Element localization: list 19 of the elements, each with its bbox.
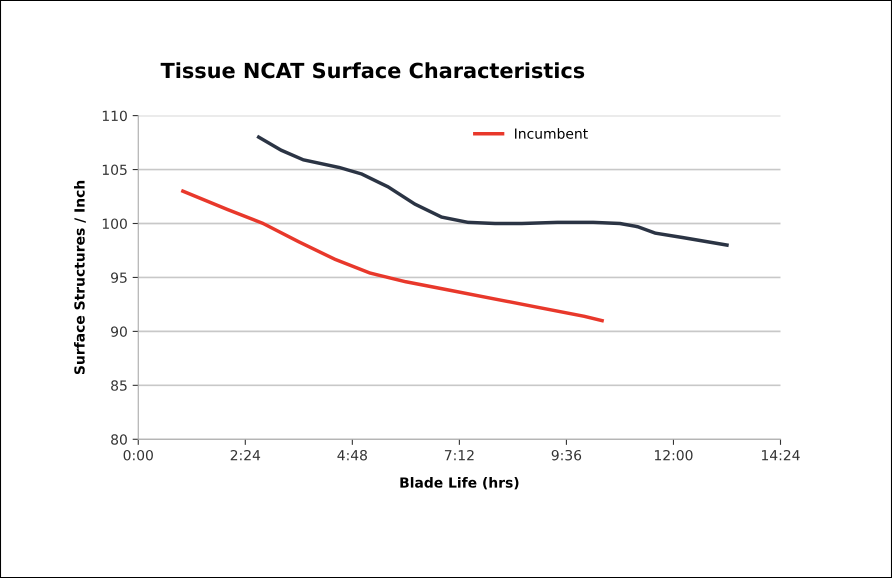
y-tick-label: 95 xyxy=(111,272,127,283)
chart-title: Tissue NCAT Surface Characteristics xyxy=(160,62,584,78)
y-tick-label: 80 xyxy=(111,434,127,445)
y-tick-label: 110 xyxy=(102,110,127,122)
y-tick-label: 90 xyxy=(111,326,127,337)
y-tick-label: 100 xyxy=(102,218,127,229)
x-tick-label: 2:24 xyxy=(230,450,260,460)
legend-label: Incumbent xyxy=(515,128,588,139)
y-tick-label: 105 xyxy=(102,164,127,176)
x-tick-label: 12:00 xyxy=(654,450,693,460)
x-tick-label: 0:00 xyxy=(124,450,153,460)
y-tick-label: 85 xyxy=(111,380,127,391)
x-tick-label: 4:48 xyxy=(337,450,367,460)
line-series xyxy=(181,189,604,322)
x-axis-title: Blade Life (hrs) xyxy=(400,477,518,490)
x-tick-label: 14:24 xyxy=(762,450,800,460)
y-axis-title: Surface Structures / Inch xyxy=(74,180,86,374)
x-tick-label: 7:12 xyxy=(444,450,474,460)
x-tick-label: 9:36 xyxy=(552,450,582,460)
